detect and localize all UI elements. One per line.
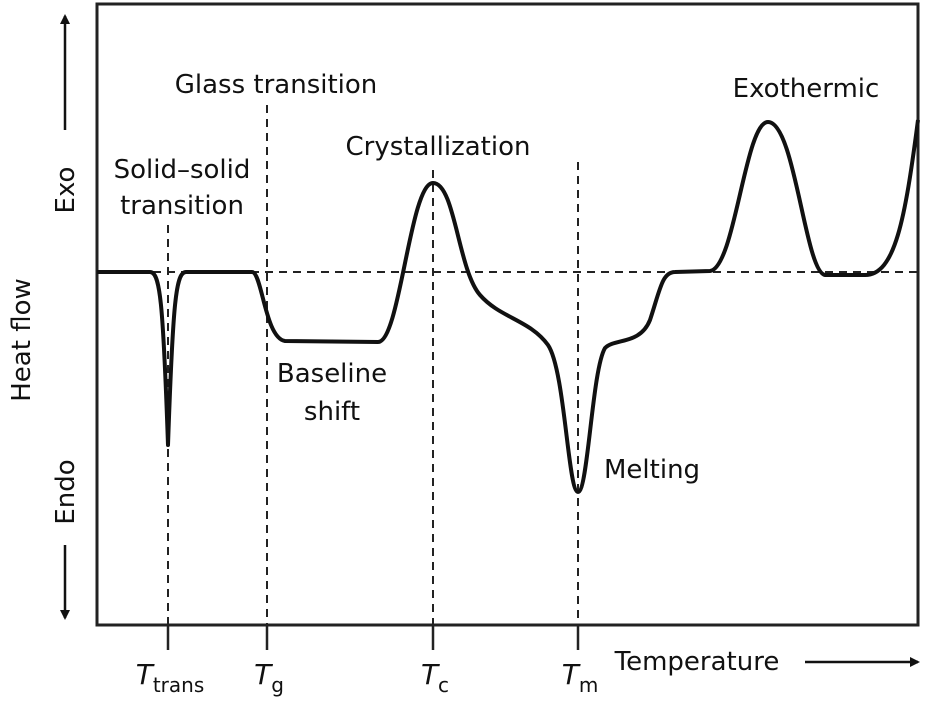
x-axis: Temperature (614, 647, 920, 677)
frame (95, 2, 920, 627)
y-down-label: Endo (51, 459, 81, 524)
tick-sub: c (438, 673, 449, 697)
x-tick-label: Tg (254, 658, 284, 697)
tick-main: T (562, 658, 581, 691)
y-axis-title: Heat flow (7, 278, 37, 402)
x-tick-label: Tm (562, 658, 599, 697)
x-tick-label: Tc (421, 658, 449, 697)
tick-main: T (421, 658, 440, 691)
tick-main: T (254, 658, 273, 691)
annotation: Melting (604, 455, 700, 485)
tick-sub: m (579, 673, 598, 697)
annotation: Crystallization (346, 132, 531, 162)
x-axis-title: Temperature (614, 647, 780, 677)
annotation: Baseline (277, 359, 387, 389)
tick-sub: trans (153, 673, 204, 697)
x-tick-label: Ttrans (136, 658, 205, 697)
dsc-curve (97, 119, 920, 494)
tick-sub: g (271, 673, 284, 697)
annotation: Exothermic (733, 74, 880, 104)
tick-main: T (136, 658, 155, 691)
annotation: shift (304, 397, 360, 427)
y-up-label: Exo (51, 167, 81, 214)
y-axis: Exo Heat flow Endo (7, 14, 81, 620)
annotation: Solid–solid (114, 155, 251, 185)
x-ticks: Ttrans Tg Tc Tm (136, 658, 599, 697)
annotations: Solid–solid transition Glass transition … (114, 70, 880, 485)
annotation: Glass transition (175, 70, 378, 100)
annotation: transition (120, 191, 244, 221)
